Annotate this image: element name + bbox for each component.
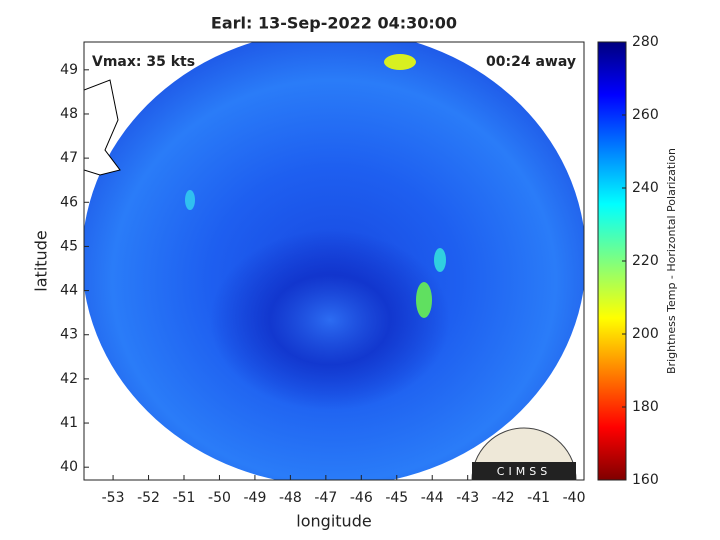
- y-tick-label: 41: [60, 415, 78, 431]
- annotation: Vmax: 35 kts: [92, 54, 195, 70]
- colorbar-tick-label: 260: [632, 107, 659, 123]
- y-tick-label: 48: [60, 106, 78, 122]
- warm-spot: [384, 54, 416, 70]
- y-tick-label: 46: [60, 194, 78, 210]
- x-tick-label: -53: [102, 490, 125, 506]
- colorbar-tick-label: 160: [632, 472, 659, 488]
- logo-text: CIMSS: [497, 465, 551, 478]
- x-tick-label: -42: [492, 490, 515, 506]
- coastline: [84, 79, 121, 176]
- colorbar-tick-label: 220: [632, 253, 659, 269]
- y-tick-label: 40: [60, 459, 78, 475]
- chart-title: Earl: 13-Sep-2022 04:30:00: [211, 14, 457, 33]
- colorbar: [597, 41, 627, 481]
- y-tick-label: 44: [60, 283, 78, 299]
- storm: [210, 230, 450, 410]
- x-tick-label: -43: [456, 490, 479, 506]
- x-tick-label: -45: [385, 490, 408, 506]
- x-tick-label: -44: [421, 490, 444, 506]
- x-tick-label: -49: [243, 490, 266, 506]
- plot-frame: [83, 41, 585, 481]
- warm-spot: [416, 282, 432, 318]
- x-tick-label: -50: [208, 490, 231, 506]
- y-tick-label: 45: [60, 238, 78, 254]
- annotation: 00:24 away: [486, 54, 576, 70]
- y-tick-label: 42: [60, 371, 78, 387]
- x-axis-label: longitude: [296, 512, 371, 531]
- colorbar-tick-label: 280: [632, 34, 659, 50]
- x-tick-label: -51: [173, 490, 196, 506]
- colorbar-label: Brightness Temp - Horizontal Polarizatio…: [665, 148, 678, 374]
- warm-spot: [434, 248, 446, 272]
- colorbar-tick-label: 240: [632, 180, 659, 196]
- x-tick-label: -46: [350, 490, 373, 506]
- y-tick-label: 47: [60, 150, 78, 166]
- x-tick-label: -52: [137, 490, 160, 506]
- colorbar-tick-label: 180: [632, 399, 659, 415]
- x-tick-label: -41: [527, 490, 550, 506]
- y-tick-label: 49: [60, 62, 78, 78]
- logo: CIMSS: [471, 427, 577, 481]
- image: [84, 42, 584, 480]
- x-tick-label: -40: [563, 490, 586, 506]
- y-tick-label: 43: [60, 327, 78, 343]
- y-axis-label: latitude: [32, 230, 51, 291]
- x-tick-label: -48: [279, 490, 302, 506]
- x-tick-label: -47: [314, 490, 337, 506]
- warm-spot: [185, 190, 195, 210]
- colorbar-tick-label: 200: [632, 326, 659, 342]
